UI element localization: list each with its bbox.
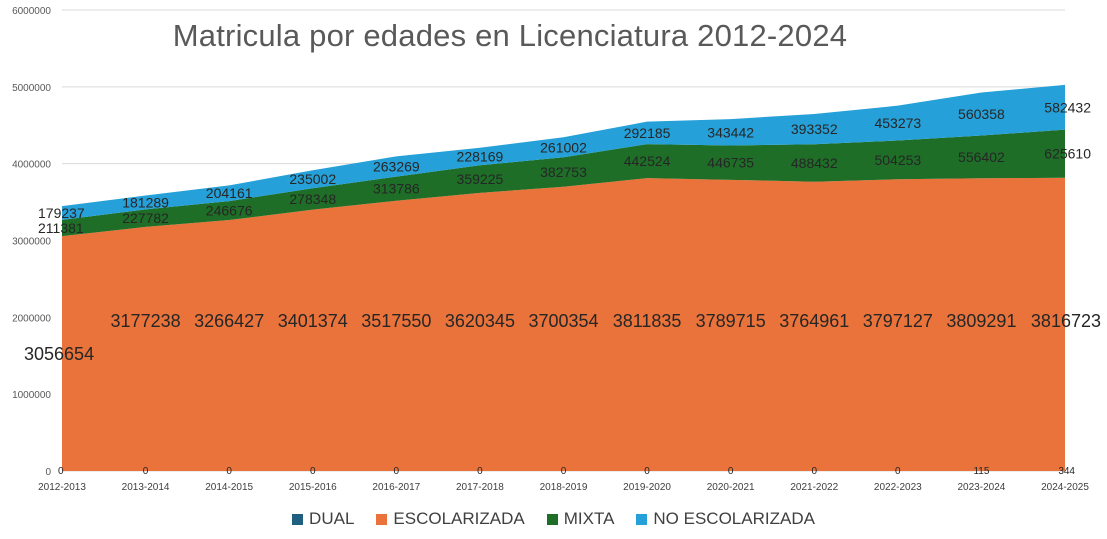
- x-tick-label: 2022-2023: [874, 482, 922, 493]
- x-tick-label: 2021-2022: [790, 482, 838, 493]
- legend-item-escolarizada: ESCOLARIZADA: [376, 509, 525, 529]
- data-label-no-escolarizada: 204161: [206, 185, 253, 201]
- chart-title: Matricula por edades en Licenciatura 201…: [172, 18, 848, 53]
- area-series-mixta: [62, 129, 1065, 237]
- y-tick-label: 5000000: [12, 83, 51, 94]
- data-label-dual: 344: [1058, 466, 1075, 477]
- x-tick-label: 2013-2014: [122, 482, 170, 493]
- y-tick-label: 6000000: [12, 6, 51, 17]
- data-label-mixta: 504253: [874, 152, 921, 168]
- data-label-dual: 0: [644, 466, 650, 477]
- data-label-escolarizada: 3517550: [361, 311, 431, 331]
- x-tick-label: 2012-2013: [38, 482, 86, 493]
- data-label-escolarizada: 3401374: [278, 311, 348, 331]
- data-label-mixta: 227782: [122, 210, 169, 226]
- data-label-mixta: 278348: [289, 191, 336, 207]
- data-label-dual: 0: [310, 466, 316, 477]
- data-label-mixta: 313786: [373, 181, 420, 197]
- y-tick-label: 0: [45, 467, 51, 478]
- data-label-no-escolarizada: 453273: [874, 115, 921, 131]
- x-tick-label: 2023-2024: [958, 482, 1006, 493]
- legend-item-mixta: MIXTA: [546, 509, 615, 529]
- x-tick-label: 2017-2018: [456, 482, 504, 493]
- data-label-escolarizada: 3816723: [1031, 311, 1101, 331]
- area-series-escolarizada: [62, 177, 1065, 471]
- data-label-no-escolarizada: 179237: [38, 205, 85, 221]
- y-tick-label: 2000000: [12, 313, 51, 324]
- x-tick-label: 2024-2025: [1041, 482, 1089, 493]
- data-label-dual: 0: [895, 466, 901, 477]
- chart-legend: DUAL ESCOLARIZADA MIXTA NO ESCOLARIZADA: [0, 509, 1107, 529]
- data-label-mixta: 442524: [624, 153, 671, 169]
- data-label-mixta: 556402: [958, 149, 1005, 165]
- data-label-mixta: 211381: [38, 220, 84, 236]
- data-label-escolarizada: 3620345: [445, 311, 515, 331]
- data-label-dual: 0: [394, 466, 400, 477]
- data-label-no-escolarizada: 343442: [707, 124, 754, 140]
- data-label-escolarizada: 3700354: [528, 311, 598, 331]
- legend-label: MIXTA: [563, 509, 615, 528]
- data-label-mixta: 446735: [707, 155, 754, 171]
- y-tick-label: 4000000: [12, 160, 51, 171]
- data-label-no-escolarizada: 235002: [289, 171, 336, 187]
- data-label-dual: 0: [58, 466, 64, 477]
- data-label-no-escolarizada: 560358: [958, 106, 1005, 122]
- legend-label: DUAL: [309, 509, 355, 528]
- data-label-escolarizada: 3809291: [946, 311, 1016, 331]
- data-label-mixta: 382753: [540, 164, 587, 180]
- data-label-escolarizada: 3764961: [779, 311, 849, 331]
- data-label-dual: 0: [811, 466, 817, 477]
- x-tick-label: 2016-2017: [372, 482, 420, 493]
- data-label-mixta: 246676: [206, 203, 253, 219]
- data-label-no-escolarizada: 228169: [457, 148, 504, 164]
- x-tick-label: 2015-2016: [289, 482, 337, 493]
- data-label-escolarizada: 3811835: [613, 311, 682, 331]
- legend-item-dual: DUAL: [292, 509, 354, 529]
- data-label-no-escolarizada: 582432: [1044, 99, 1091, 115]
- legend-label: ESCOLARIZADA: [393, 509, 525, 528]
- legend-swatch: [636, 513, 648, 525]
- data-label-no-escolarizada: 181289: [122, 194, 169, 210]
- x-tick-label: 2018-2019: [540, 482, 588, 493]
- data-label-dual: 0: [728, 466, 734, 477]
- data-label-mixta: 359225: [457, 171, 504, 187]
- data-label-mixta: 488432: [791, 155, 838, 171]
- data-label-mixta: 625610: [1044, 146, 1091, 162]
- data-label-dual: 0: [226, 466, 232, 477]
- legend-swatch: [376, 513, 388, 525]
- data-label-escolarizada: 3266427: [194, 311, 264, 331]
- data-label-no-escolarizada: 393352: [791, 121, 838, 137]
- area-series-no-escolarizada: [62, 84, 1065, 220]
- x-tick-label: 2014-2015: [205, 482, 253, 493]
- data-label-no-escolarizada: 261002: [540, 139, 587, 155]
- y-tick-label: 1000000: [12, 390, 51, 401]
- data-label-dual: 115: [973, 466, 989, 477]
- data-label-no-escolarizada: 263269: [373, 159, 420, 175]
- legend-swatch: [292, 513, 304, 525]
- x-tick-label: 2020-2021: [707, 482, 755, 493]
- legend-item-no-escolarizada: NO ESCOLARIZADA: [636, 509, 815, 529]
- x-axis-tick-labels: 2012-2013 2013-2014 2014-2015 2015-2016 2016…: [38, 482, 1089, 493]
- data-label-dual: 0: [477, 466, 483, 477]
- data-label-dual: 0: [561, 466, 567, 477]
- x-tick-label: 2019-2020: [623, 482, 671, 493]
- data-label-escolarizada: 3789715: [696, 311, 766, 331]
- data-label-dual: 0: [143, 466, 149, 477]
- y-tick-label: 3000000: [12, 237, 51, 248]
- data-label-escolarizada: 3056654: [24, 344, 94, 364]
- legend-label: NO ESCOLARIZADA: [653, 509, 815, 528]
- data-label-escolarizada: 3797127: [863, 311, 933, 331]
- legend-swatch: [546, 513, 558, 525]
- y-axis-tick-labels: 0 1000000 2000000 3000000 4000000 5000000 6000…: [12, 6, 51, 478]
- data-label-escolarizada: 3177238: [111, 311, 181, 331]
- area-layer: [62, 84, 1065, 471]
- data-label-no-escolarizada: 292185: [624, 125, 671, 141]
